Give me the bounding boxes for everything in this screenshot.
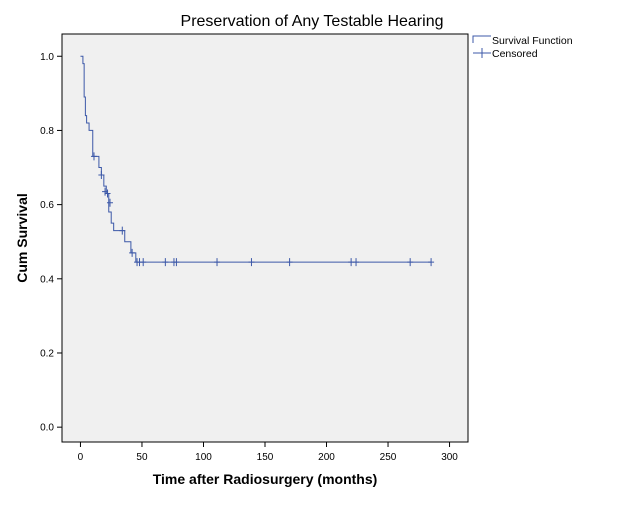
- censored-marker: [90, 152, 97, 161]
- x-tick-label: 0: [78, 452, 84, 463]
- censored-marker: [98, 170, 105, 179]
- legend-survival-label: Survival Function: [492, 35, 573, 47]
- y-tick-label: 0.4: [40, 274, 54, 285]
- y-tick-label: 1.0: [40, 52, 54, 63]
- censored-marker: [353, 258, 360, 267]
- x-tick-label: 300: [441, 452, 458, 463]
- censored-marker: [129, 248, 136, 257]
- censored-marker: [140, 258, 147, 267]
- y-tick-label: 0.2: [40, 348, 54, 359]
- x-axis: 0 50 100 150 200 250 300: [78, 442, 458, 463]
- y-axis: 0.0 0.2 0.4 0.6 0.8 1.0: [40, 52, 62, 434]
- censored-marker: [106, 198, 113, 207]
- y-tick-label: 0.8: [40, 126, 54, 137]
- legend-survival-swatch: [472, 35, 491, 43]
- y-tick-label: 0.0: [40, 423, 54, 434]
- x-tick-label: 100: [195, 452, 212, 463]
- censored-marker: [162, 258, 169, 267]
- y-axis-label: Cum Survival: [14, 193, 30, 282]
- x-tick-label: 250: [380, 452, 397, 463]
- censored-marker: [428, 258, 435, 267]
- chart-title: Preservation of Any Testable Hearing: [181, 13, 444, 30]
- censored-marker: [286, 258, 293, 267]
- legend-censored-swatch: [473, 48, 491, 58]
- x-tick-label: 150: [257, 452, 274, 463]
- censored-marker: [119, 226, 126, 235]
- plot-area: [61, 33, 469, 443]
- censored-marker: [214, 258, 221, 267]
- x-tick-label: 200: [318, 452, 335, 463]
- censored-marker: [173, 258, 180, 267]
- x-tick-label: 50: [136, 452, 148, 463]
- censored-marker: [104, 189, 111, 198]
- x-axis-label: Time after Radiosurgery (months): [153, 471, 378, 487]
- censored-marker: [248, 258, 255, 267]
- legend: Survival Function Censored: [472, 35, 573, 60]
- legend-censored-label: Censored: [492, 48, 538, 60]
- series-layer: [80, 55, 435, 267]
- y-tick-label: 0.6: [40, 200, 54, 211]
- censored-marker: [407, 258, 414, 267]
